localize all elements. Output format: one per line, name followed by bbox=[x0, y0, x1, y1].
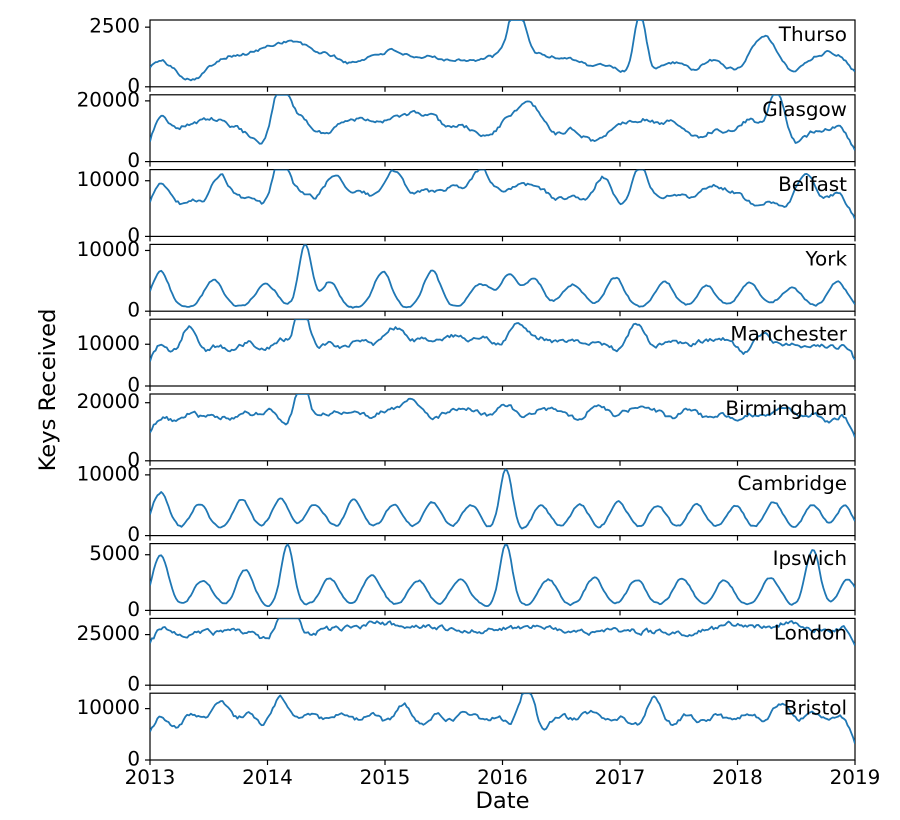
y-tick-label: 10000 bbox=[77, 237, 140, 261]
y-tick-label: 10000 bbox=[77, 461, 140, 485]
series-line bbox=[150, 20, 855, 80]
series-line bbox=[150, 618, 855, 645]
panel-label: Ipswich bbox=[773, 546, 847, 570]
x-tick-label: 2016 bbox=[477, 765, 528, 789]
panel-manchester: 010000Manchester bbox=[77, 319, 855, 396]
y-tick-label: 0 bbox=[127, 597, 140, 621]
panel-label: Thurso bbox=[778, 22, 847, 46]
panel-label: Belfast bbox=[778, 172, 847, 196]
y-tick-label: 0 bbox=[127, 672, 140, 696]
panel-label: Manchester bbox=[730, 321, 847, 345]
y-tick-label: 10000 bbox=[77, 331, 140, 355]
x-tick-label: 2013 bbox=[125, 765, 176, 789]
panel-bristol: 0100002013201420152016201720182019Bristo… bbox=[77, 693, 881, 789]
x-tick-label: 2017 bbox=[595, 765, 646, 789]
panel-label: Cambridge bbox=[737, 471, 847, 495]
series-line bbox=[150, 95, 855, 151]
series-line bbox=[150, 693, 855, 744]
series-line bbox=[150, 244, 855, 307]
x-tick-label: 2018 bbox=[712, 765, 763, 789]
series-line bbox=[150, 170, 855, 220]
panel-label: Birmingham bbox=[725, 396, 847, 420]
panel-label: London bbox=[774, 621, 847, 645]
panel-label: York bbox=[805, 247, 848, 271]
y-tick-label: 0 bbox=[127, 298, 140, 322]
x-axis-label: Date bbox=[475, 788, 529, 814]
panel-cambridge: 010000Cambridge bbox=[77, 461, 855, 546]
panel-ipswich: 0 5000 Ipswich bbox=[89, 541, 855, 621]
panel-birmingham: 020000Birmingham bbox=[77, 389, 855, 471]
panel-york: 0 10000 York bbox=[77, 237, 855, 322]
small-multiples-chart: Keys Received Date 0 2500 Thurso 0 20000 Glasgo… bbox=[0, 0, 900, 820]
y-tick-label: 10000 bbox=[77, 695, 140, 719]
y-tick-label: 10000 bbox=[77, 167, 140, 191]
panel-thurso: 02500Thurso bbox=[89, 14, 855, 98]
x-tick-label: 2019 bbox=[830, 765, 881, 789]
x-tick-label: 2014 bbox=[242, 765, 293, 789]
series-line bbox=[150, 544, 855, 606]
y-axis-label: Keys Received bbox=[35, 309, 61, 472]
panel-belfast: 010000Belfast bbox=[77, 167, 855, 247]
y-tick-label: 20000 bbox=[77, 87, 140, 111]
panel-label: Glasgow bbox=[762, 97, 847, 121]
panel-glasgow: 020000Glasgow bbox=[77, 87, 855, 172]
y-tick-label: 20000 bbox=[77, 389, 140, 413]
y-tick-label: 25000 bbox=[77, 621, 140, 645]
panel-label: Bristol bbox=[784, 695, 847, 719]
panel-london: 0 25000 London bbox=[77, 618, 855, 695]
y-tick-label: 5000 bbox=[89, 541, 140, 565]
x-tick-label: 2015 bbox=[360, 765, 411, 789]
y-tick-label: 2500 bbox=[89, 14, 140, 38]
